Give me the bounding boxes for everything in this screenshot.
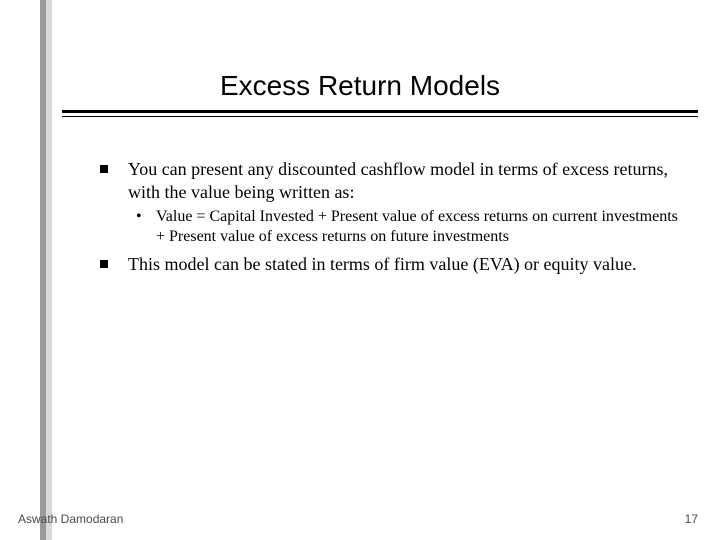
bullet-item: You can present any discounted cashflow … (100, 158, 680, 247)
footer-author: Aswath Damodaran (18, 512, 123, 526)
sub-bullet-text: Value = Capital Invested + Present value… (156, 208, 678, 245)
bullet-list: You can present any discounted cashflow … (100, 158, 680, 276)
bullet-text: You can present any discounted cashflow … (128, 159, 668, 202)
sub-bullet-item: Value = Capital Invested + Present value… (136, 207, 680, 247)
page-number: 17 (685, 512, 698, 526)
title-rule-thin (62, 116, 698, 117)
sub-bullet-list: Value = Capital Invested + Present value… (128, 207, 680, 247)
title-rule-thick (62, 110, 698, 113)
bullet-item: This model can be stated in terms of fir… (100, 253, 680, 276)
slide-title: Excess Return Models (0, 70, 720, 102)
slide-body: You can present any discounted cashflow … (100, 158, 680, 282)
bullet-text: This model can be stated in terms of fir… (128, 254, 637, 274)
slide: Excess Return Models You can present any… (0, 0, 720, 540)
